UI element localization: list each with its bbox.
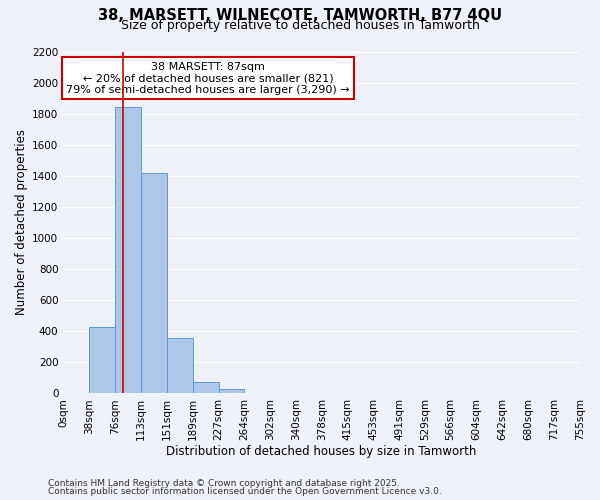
X-axis label: Distribution of detached houses by size in Tamworth: Distribution of detached houses by size … <box>166 444 477 458</box>
Y-axis label: Number of detached properties: Number of detached properties <box>15 130 28 316</box>
Text: 38 MARSETT: 87sqm
← 20% of detached houses are smaller (821)
79% of semi-detache: 38 MARSETT: 87sqm ← 20% of detached hous… <box>66 62 350 95</box>
Bar <box>115 108 140 394</box>
Bar <box>167 338 193 394</box>
Bar <box>193 382 218 394</box>
Text: Contains HM Land Registry data © Crown copyright and database right 2025.: Contains HM Land Registry data © Crown c… <box>48 478 400 488</box>
Bar <box>218 390 244 394</box>
Text: 38, MARSETT, WILNECOTE, TAMWORTH, B77 4QU: 38, MARSETT, WILNECOTE, TAMWORTH, B77 4Q… <box>98 8 502 22</box>
Bar <box>89 326 115 394</box>
Bar <box>140 174 167 394</box>
Text: Contains public sector information licensed under the Open Government Licence v3: Contains public sector information licen… <box>48 487 442 496</box>
Text: Size of property relative to detached houses in Tamworth: Size of property relative to detached ho… <box>121 18 479 32</box>
